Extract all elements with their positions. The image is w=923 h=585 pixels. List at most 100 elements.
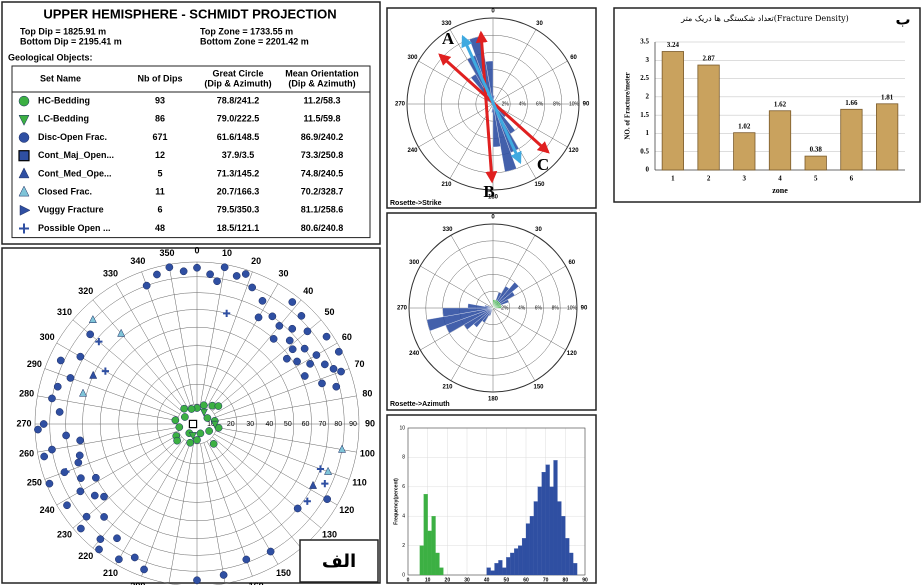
ring-label: 10% <box>567 305 578 311</box>
point <box>89 370 98 379</box>
dip-ring <box>156 383 238 465</box>
azimuth-label: 30 <box>278 269 288 279</box>
point <box>193 436 201 444</box>
azimuth-label: 290 <box>27 359 42 369</box>
petal <box>492 306 502 309</box>
column-header: Mean Orientation <box>285 68 359 78</box>
table-cell: HC-Bedding <box>38 95 90 105</box>
x-tick-label: 30 <box>464 577 470 583</box>
column-header: Great Circle <box>212 68 263 78</box>
point <box>288 345 297 354</box>
point <box>199 408 208 417</box>
spoke <box>450 235 494 309</box>
spoke <box>200 264 226 405</box>
azimuth-label: 340 <box>130 256 145 266</box>
azimuth-label: 150 <box>533 384 544 390</box>
table-cell: Possible Open ... <box>38 223 111 233</box>
dip-label: 50 <box>284 421 292 428</box>
dip-label: 90 <box>349 421 357 428</box>
x-tick-label: 5 <box>814 175 818 183</box>
azimuth-label: 0 <box>194 245 199 255</box>
dip-ring <box>34 261 360 585</box>
point <box>180 404 189 413</box>
ring-label: 6% <box>535 305 543 311</box>
ring-label: 2% <box>502 101 510 107</box>
petal <box>492 282 519 309</box>
point <box>323 495 332 504</box>
panel-title: UPPER HEMISPHERE - SCHMIDT PROJECTION <box>43 6 336 21</box>
point <box>113 534 121 543</box>
annotation: C <box>537 155 549 174</box>
azimuth-label: 250 <box>27 478 42 488</box>
bar <box>733 132 756 171</box>
histogram-bar <box>506 557 511 576</box>
y-tick-label: 0 <box>646 166 650 174</box>
point <box>213 277 221 286</box>
table-cell: 79.5/350.3 <box>217 205 260 215</box>
azimuth-label: 300 <box>40 332 55 342</box>
point <box>293 504 302 513</box>
point <box>186 438 195 447</box>
table-cell: 70.2/328.7 <box>301 186 344 196</box>
point <box>45 479 54 488</box>
point <box>337 367 345 376</box>
chart-title: تعداد شکستگی ها دریک متر(Fracture Densit… <box>680 13 849 23</box>
petal <box>442 307 494 317</box>
y-tick-label: 3.5 <box>640 38 649 46</box>
azimuth-label: 160 <box>249 581 264 585</box>
point <box>86 330 95 339</box>
point <box>153 270 161 279</box>
point <box>66 374 75 382</box>
point <box>214 402 223 410</box>
azimuth-label: 230 <box>57 530 72 540</box>
x-tick-label: 80 <box>563 577 569 583</box>
point <box>209 440 218 448</box>
point <box>181 413 189 421</box>
bar <box>697 64 720 171</box>
spoke <box>168 443 194 584</box>
azimuth-label: 0 <box>491 215 495 221</box>
depth-line: Top Dip = 1825.91 m <box>20 26 106 36</box>
azimuth-label: 90 <box>581 306 588 312</box>
point <box>187 405 196 413</box>
point <box>193 576 201 585</box>
table-cell: 79.0/222.5 <box>217 114 260 124</box>
point <box>171 416 180 425</box>
azimuth-label: 180 <box>488 397 499 403</box>
histogram-bar <box>514 548 519 576</box>
point <box>316 465 325 473</box>
point <box>268 312 277 321</box>
point <box>55 408 64 416</box>
arrow <box>461 34 522 165</box>
table-cell: 12 <box>155 150 165 160</box>
table-cell: 37.9/3.5 <box>222 150 255 160</box>
point <box>285 336 294 345</box>
value-label: 0.38 <box>810 146 823 154</box>
point <box>76 487 85 496</box>
histogram-bar <box>427 530 432 576</box>
azimuth-label: 100 <box>360 448 375 458</box>
point <box>40 452 49 461</box>
azimuth-label: 10 <box>222 248 232 258</box>
table-cell: 48 <box>155 223 165 233</box>
bar <box>768 110 792 171</box>
ring-label: 2% <box>501 305 509 311</box>
panel-label: Rosette->Azimuth <box>390 401 450 408</box>
x-tick-label: 3 <box>743 175 747 183</box>
spoke <box>216 395 357 421</box>
y-tick-label: 8 <box>402 455 405 461</box>
x-tick-label: 6 <box>850 175 854 183</box>
point <box>53 382 62 391</box>
y-tick-label: 6 <box>402 484 405 490</box>
point <box>18 115 30 126</box>
y-tick-label: 1 <box>646 129 650 137</box>
value-label: 3.24 <box>667 41 680 49</box>
point <box>248 283 257 292</box>
point <box>242 555 251 564</box>
table-cell: 11.5/59.8 <box>303 114 340 124</box>
spoke <box>206 441 279 565</box>
x-tick-label: 50 <box>504 577 510 583</box>
x-tick-label: 60 <box>523 577 529 583</box>
point <box>88 314 97 323</box>
